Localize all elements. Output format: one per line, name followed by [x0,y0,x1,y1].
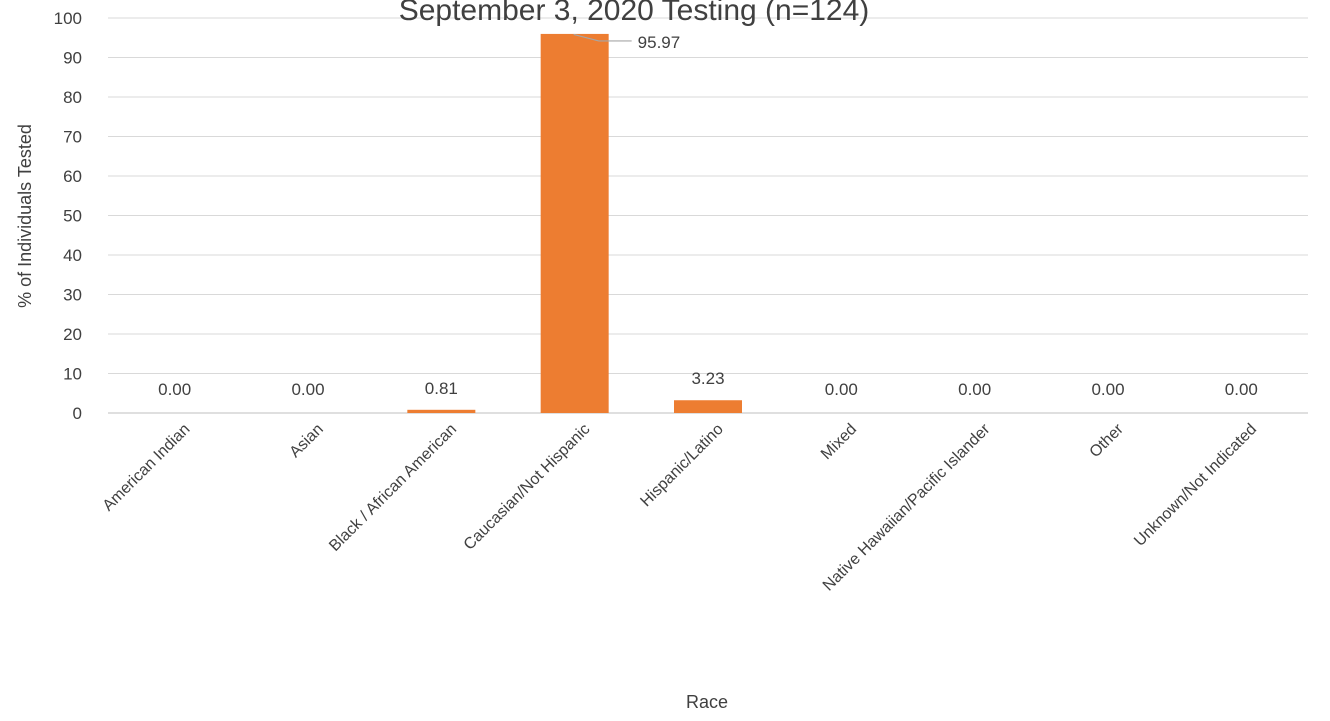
y-tick-label: 40 [63,246,82,265]
bar [407,409,476,413]
x-axis-title: Race [686,692,728,712]
bars [407,33,742,414]
data-label: 0.81 [425,379,458,398]
data-label: 95.97 [638,33,681,52]
y-tick-label: 80 [63,88,82,107]
chart-title: September 3, 2020 Testing (n=124) [399,0,870,27]
y-tick-label: 20 [63,325,82,344]
y-tick-label: 10 [63,365,82,384]
data-label: 0.00 [825,380,858,399]
y-tick-label: 90 [63,49,82,68]
y-axis-ticks: 0 10 20 30 40 50 60 70 80 90 100 [54,9,82,423]
x-tick-label: Asian [287,421,327,461]
data-labels: 0.00 0.00 0.81 95.97 3.23 0.00 0.00 0.00 0.00 [158,33,1258,399]
x-axis-ticks: American Indian Asian Black / African Amer… [100,420,1260,594]
data-label: 0.00 [958,380,991,399]
data-label-leader [573,33,632,42]
y-tick-label: 30 [63,286,82,305]
gridlines [108,17,1308,414]
y-tick-label: 0 [73,404,82,423]
bar [540,33,609,414]
data-label: 0.00 [1091,380,1124,399]
data-label: 0.00 [291,380,324,399]
x-tick-label: Unknown/Not Indicated [1131,421,1260,550]
x-tick-label: Other [1087,420,1128,461]
data-label: 0.00 [158,380,191,399]
bar [674,400,742,413]
y-axis-title: % of Individuals Tested [15,124,35,308]
y-tick-label: 70 [63,128,82,147]
x-tick-label: American Indian [100,421,194,515]
y-tick-label: 50 [63,207,82,226]
x-tick-label: Hispanic/Latino [637,421,726,510]
data-label: 3.23 [691,369,724,388]
y-tick-label: 100 [54,9,82,28]
x-tick-label: Mixed [818,421,860,463]
x-tick-label: Caucasian/Not Hispanic [461,421,594,554]
y-tick-label: 60 [63,167,82,186]
data-label: 0.00 [1225,380,1258,399]
x-tick-label: Black / African American [326,421,460,555]
